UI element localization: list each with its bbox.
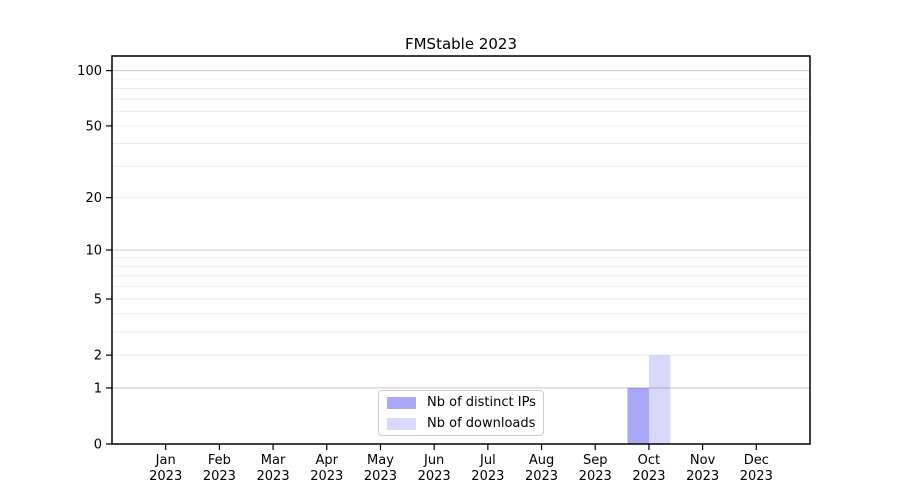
- x-tick-label-year: 2023: [149, 469, 182, 484]
- x-tick-label-month: Nov: [690, 453, 716, 468]
- x-tick-label-month: Jan: [155, 453, 176, 468]
- y-tick-label: 1: [94, 381, 102, 396]
- chart-title: FMStable 2023: [404, 35, 518, 53]
- x-tick-label-year: 2023: [418, 469, 451, 484]
- x-tick-label-year: 2023: [471, 469, 504, 484]
- x-tick-label-year: 2023: [364, 469, 397, 484]
- legend-label-downloads: Nb of downloads: [427, 416, 536, 431]
- x-tick-label-year: 2023: [740, 469, 773, 484]
- x-tick-label-month: Mar: [261, 453, 286, 468]
- x-tick-label-month: Feb: [208, 453, 231, 468]
- x-tick-label-month: Sep: [583, 453, 608, 468]
- x-tick-label-month: Aug: [529, 453, 554, 468]
- x-tick-label-month: Jun: [423, 453, 444, 468]
- y-tick-label: 5: [94, 293, 102, 308]
- legend-swatch-distinct-ips: [387, 396, 416, 409]
- y-tick-label: 50: [85, 119, 102, 134]
- bar-oct-series0: [627, 387, 649, 444]
- x-tick-label-year: 2023: [310, 469, 343, 484]
- bar-oct-series1: [648, 355, 671, 444]
- y-tick-label: 10: [85, 244, 102, 259]
- x-tick-label-year: 2023: [579, 469, 612, 484]
- legend-swatch-downloads: [387, 417, 416, 430]
- y-tick-label: 100: [77, 64, 102, 79]
- y-tick-label: 0: [94, 438, 102, 453]
- legend-item-distinct-ips: Nb of distinct IPs: [387, 395, 536, 410]
- legend: Nb of distinct IPs Nb of downloads: [378, 390, 544, 436]
- x-tick-label-month: Apr: [316, 453, 339, 468]
- x-tick-label-year: 2023: [632, 469, 665, 484]
- y-tick-label: 20: [85, 191, 102, 206]
- x-tick-label-year: 2023: [203, 469, 236, 484]
- x-tick-label-year: 2023: [525, 469, 558, 484]
- x-tick-label-month: Dec: [744, 453, 769, 468]
- x-tick-label-month: Oct: [638, 453, 660, 468]
- legend-label-distinct-ips: Nb of distinct IPs: [427, 395, 536, 410]
- x-tick-label-year: 2023: [686, 469, 719, 484]
- y-tick-label: 2: [94, 349, 102, 364]
- x-tick-label-month: May: [367, 453, 394, 468]
- x-tick-label-year: 2023: [257, 469, 290, 484]
- legend-item-downloads: Nb of downloads: [387, 416, 535, 431]
- x-tick-label-month: Jul: [479, 453, 496, 468]
